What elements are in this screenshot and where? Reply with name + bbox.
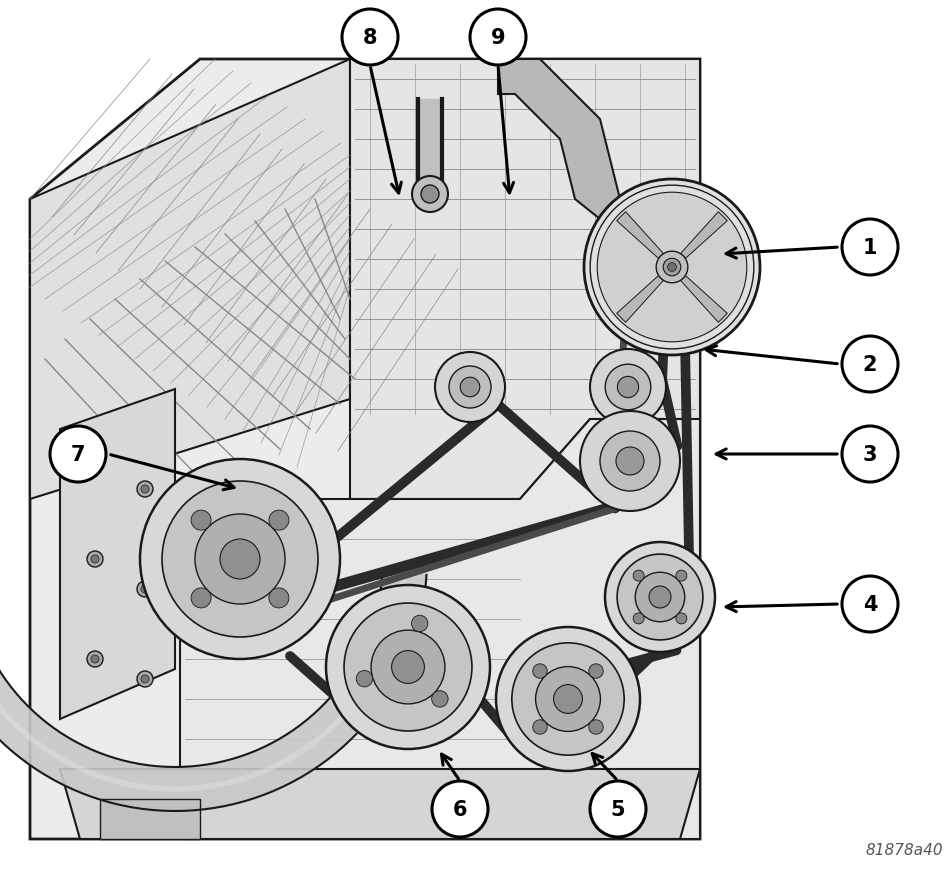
- Circle shape: [431, 781, 487, 837]
- Polygon shape: [680, 212, 726, 259]
- Circle shape: [588, 664, 603, 679]
- Circle shape: [553, 685, 582, 713]
- Polygon shape: [418, 100, 442, 195]
- Circle shape: [220, 540, 260, 580]
- Circle shape: [617, 554, 703, 640]
- Text: 8: 8: [363, 28, 377, 48]
- Circle shape: [268, 510, 288, 530]
- Text: 7: 7: [70, 444, 85, 464]
- Text: 1: 1: [862, 238, 877, 258]
- Circle shape: [535, 667, 600, 732]
- Circle shape: [632, 570, 644, 581]
- Circle shape: [434, 353, 505, 422]
- Circle shape: [842, 427, 897, 482]
- Circle shape: [141, 586, 149, 594]
- Polygon shape: [616, 276, 663, 323]
- Circle shape: [675, 570, 686, 581]
- Circle shape: [137, 581, 153, 597]
- Circle shape: [268, 588, 288, 608]
- Circle shape: [140, 460, 340, 660]
- Circle shape: [615, 448, 644, 475]
- Circle shape: [411, 176, 447, 213]
- Text: 3: 3: [862, 444, 877, 464]
- Circle shape: [137, 671, 153, 687]
- Text: 5: 5: [610, 799, 625, 819]
- Circle shape: [191, 510, 211, 530]
- Circle shape: [842, 220, 897, 275]
- Circle shape: [87, 551, 103, 567]
- Circle shape: [584, 180, 759, 355]
- Circle shape: [391, 651, 424, 684]
- Text: 4: 4: [862, 594, 877, 614]
- Polygon shape: [616, 212, 663, 259]
- Circle shape: [87, 651, 103, 667]
- Circle shape: [597, 193, 746, 342]
- Polygon shape: [100, 799, 200, 839]
- Circle shape: [469, 10, 526, 66]
- Circle shape: [617, 377, 638, 398]
- Circle shape: [326, 586, 489, 749]
- Circle shape: [588, 720, 603, 734]
- Circle shape: [448, 367, 490, 408]
- Circle shape: [141, 675, 149, 683]
- Circle shape: [656, 252, 687, 283]
- Circle shape: [421, 186, 439, 203]
- Circle shape: [635, 573, 684, 622]
- Circle shape: [589, 349, 665, 426]
- Text: 81878a40: 81878a40: [864, 842, 942, 857]
- Circle shape: [667, 263, 676, 272]
- Text: 9: 9: [490, 28, 505, 48]
- Circle shape: [87, 452, 103, 468]
- Circle shape: [195, 514, 285, 604]
- Circle shape: [141, 486, 149, 494]
- Circle shape: [532, 720, 546, 734]
- Circle shape: [605, 365, 650, 410]
- Circle shape: [370, 630, 445, 704]
- Circle shape: [342, 10, 398, 66]
- Circle shape: [532, 664, 546, 679]
- Circle shape: [589, 781, 645, 837]
- Circle shape: [663, 259, 680, 276]
- Circle shape: [50, 427, 106, 482]
- Circle shape: [460, 378, 479, 397]
- Circle shape: [605, 542, 714, 653]
- Circle shape: [191, 588, 211, 608]
- Circle shape: [90, 455, 99, 463]
- Circle shape: [511, 643, 624, 755]
- Polygon shape: [680, 276, 726, 323]
- Circle shape: [162, 481, 318, 637]
- Text: 2: 2: [862, 355, 877, 375]
- Polygon shape: [349, 60, 700, 500]
- Polygon shape: [0, 520, 426, 811]
- Circle shape: [431, 691, 447, 707]
- Circle shape: [137, 481, 153, 497]
- Circle shape: [648, 587, 670, 608]
- Polygon shape: [60, 389, 175, 720]
- Polygon shape: [30, 60, 700, 839]
- Circle shape: [842, 576, 897, 633]
- Circle shape: [411, 615, 427, 632]
- Circle shape: [842, 336, 897, 393]
- Circle shape: [344, 603, 471, 731]
- Circle shape: [600, 432, 660, 492]
- Circle shape: [90, 555, 99, 563]
- Polygon shape: [30, 60, 349, 500]
- Circle shape: [632, 614, 644, 624]
- Polygon shape: [60, 769, 700, 839]
- Text: 6: 6: [452, 799, 466, 819]
- Polygon shape: [180, 420, 700, 839]
- Circle shape: [580, 412, 680, 512]
- Circle shape: [495, 627, 640, 771]
- Circle shape: [90, 655, 99, 663]
- Circle shape: [356, 671, 372, 687]
- Polygon shape: [498, 60, 620, 220]
- Circle shape: [675, 614, 686, 624]
